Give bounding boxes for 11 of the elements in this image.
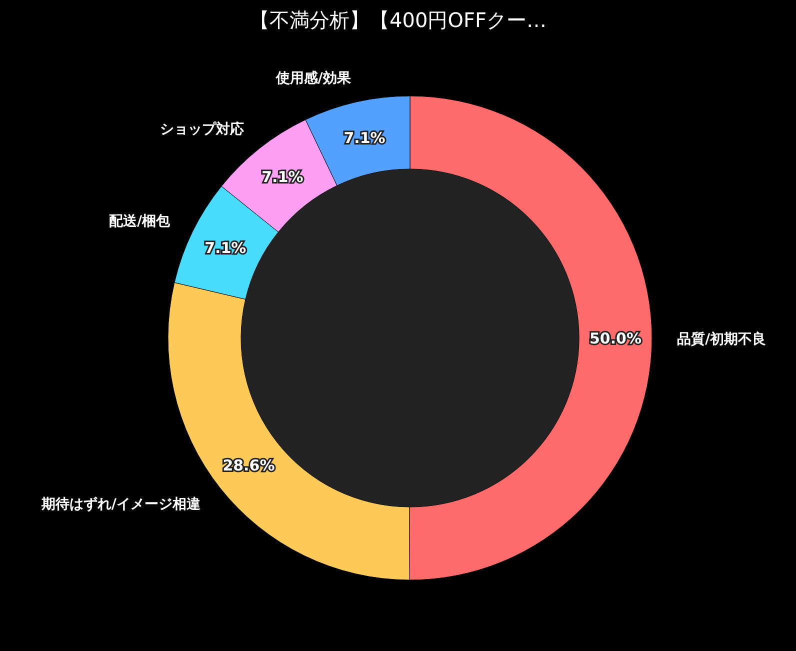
data-label: 7.1%: [262, 168, 304, 186]
data-label: 7.1%: [204, 239, 246, 258]
slice-label: ショップ対応: [160, 120, 244, 138]
slice-label: 期待はずれ/イメージ相違: [40, 496, 202, 512]
slice-label: 使用感/効果: [274, 70, 352, 87]
data-label: 28.6%: [222, 456, 275, 475]
slice-label: 品質/初期不良: [677, 330, 766, 348]
chart-title: 【不満分析】【400円OFFクー…: [250, 8, 546, 32]
data-label: 7.1%: [344, 128, 386, 147]
slice-label: 配送/梱包: [108, 214, 172, 230]
data-label: 50.0%: [589, 330, 642, 348]
